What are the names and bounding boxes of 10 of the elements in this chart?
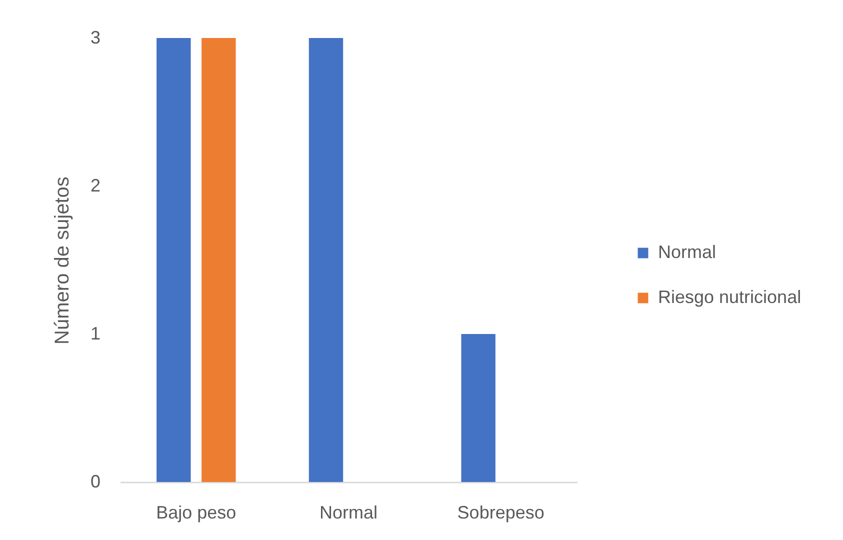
y-tick-label: 0 xyxy=(90,472,100,492)
y-axis-title: Número de sujetos xyxy=(51,176,74,344)
x-tick-label: Normal xyxy=(319,502,378,522)
y-tick-label: 3 xyxy=(90,28,100,48)
legend-label: Normal xyxy=(658,242,716,262)
x-tick-label: Bajo peso xyxy=(156,502,236,522)
y-tick-label: 1 xyxy=(90,324,100,344)
legend-label: Riesgo nutricional xyxy=(658,287,802,307)
x-tick-label: Sobrepeso xyxy=(457,502,544,522)
y-tick-label: 2 xyxy=(90,176,100,196)
